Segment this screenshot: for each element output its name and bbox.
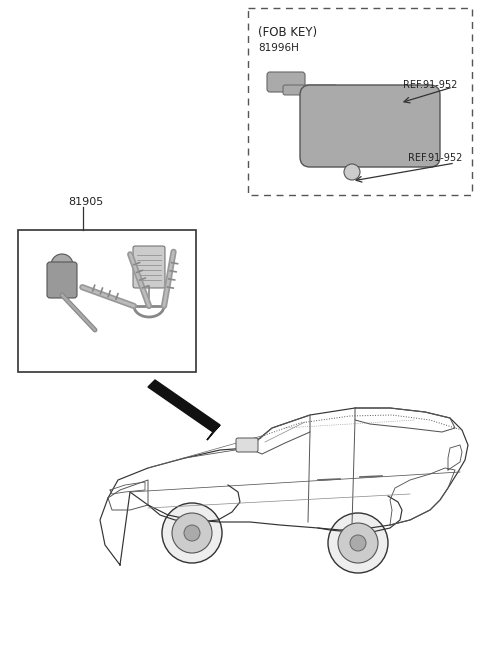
Text: 81905: 81905 bbox=[68, 197, 103, 207]
FancyBboxPatch shape bbox=[267, 72, 305, 92]
FancyBboxPatch shape bbox=[133, 246, 165, 288]
Polygon shape bbox=[207, 425, 220, 440]
Circle shape bbox=[162, 503, 222, 563]
Circle shape bbox=[344, 164, 360, 180]
Text: (FOB KEY): (FOB KEY) bbox=[258, 26, 317, 39]
FancyBboxPatch shape bbox=[300, 85, 440, 167]
Bar bbox=[248, 8, 472, 195]
Text: REF.91-952: REF.91-952 bbox=[403, 80, 457, 90]
Circle shape bbox=[184, 525, 200, 541]
Ellipse shape bbox=[51, 254, 73, 276]
Bar bbox=[18, 230, 196, 372]
Circle shape bbox=[338, 523, 378, 563]
Text: REF.91-952: REF.91-952 bbox=[408, 153, 462, 163]
FancyBboxPatch shape bbox=[283, 85, 337, 95]
Circle shape bbox=[172, 513, 212, 553]
Polygon shape bbox=[148, 380, 220, 432]
FancyBboxPatch shape bbox=[47, 262, 77, 298]
Circle shape bbox=[328, 513, 388, 573]
Circle shape bbox=[350, 535, 366, 551]
FancyBboxPatch shape bbox=[236, 438, 258, 452]
Text: 81996H: 81996H bbox=[258, 43, 299, 53]
